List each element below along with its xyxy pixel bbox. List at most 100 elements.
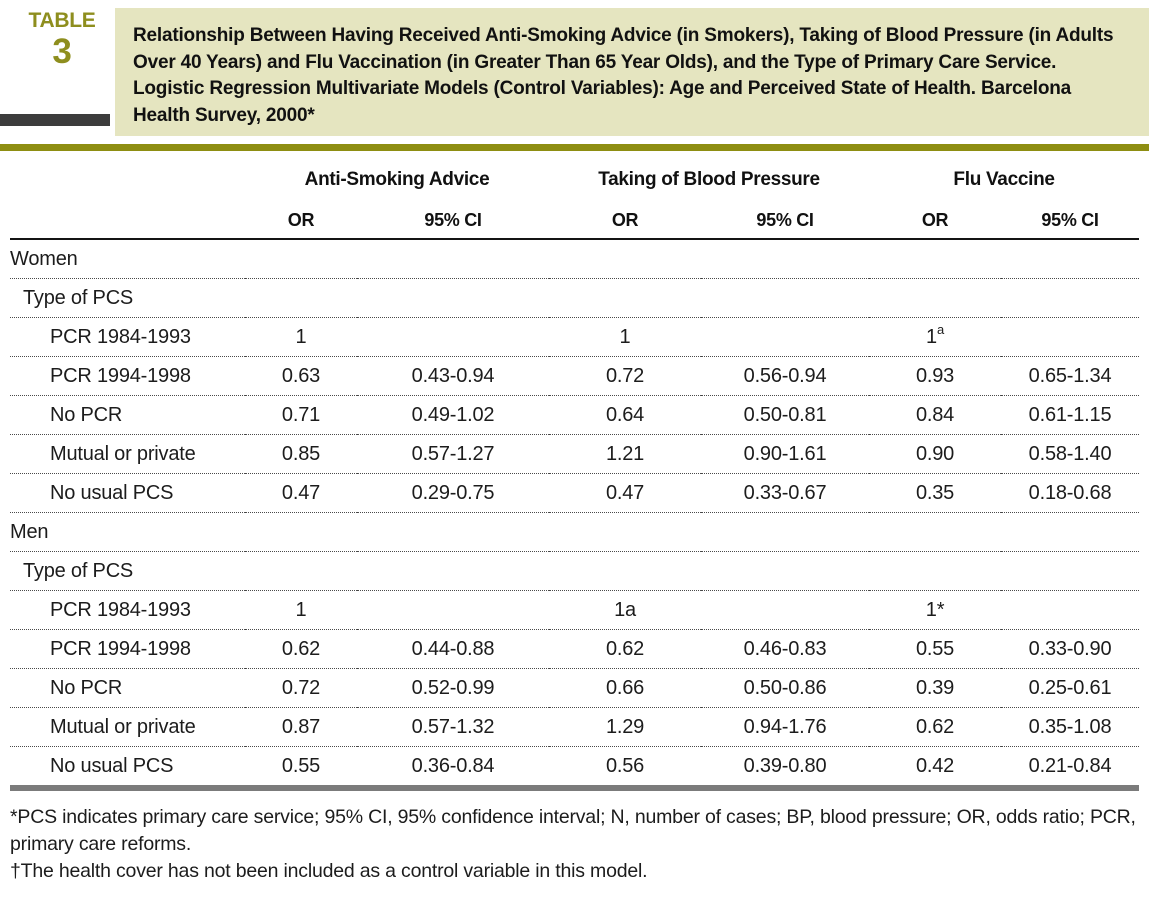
cell-value	[357, 239, 550, 279]
cell-value: 0.72	[245, 668, 357, 708]
cell-value: 0.94-1.76	[701, 707, 870, 747]
bottom-rule	[10, 785, 1139, 791]
cell-value	[245, 278, 357, 318]
cell-value	[1001, 278, 1140, 318]
cell-value: 0.35-1.08	[1001, 707, 1140, 747]
cell-value: 0.63	[245, 356, 357, 396]
cell-value: 0.62	[245, 629, 357, 669]
table-row: Men	[10, 512, 1140, 552]
column-subheader-row: OR 95% CI OR 95% CI OR 95% CI	[10, 202, 1140, 240]
cell-value: 0.61-1.15	[1001, 395, 1140, 435]
cell-value	[549, 278, 702, 318]
cell-value: 1*	[869, 590, 1002, 630]
cell-value: 0.90-1.61	[701, 434, 870, 474]
cell-value	[549, 512, 702, 552]
cell-value	[1001, 317, 1140, 357]
table-row: Type of PCS	[10, 551, 1140, 591]
cell-value	[869, 551, 1002, 591]
cell-value: 0.62	[549, 629, 702, 669]
cell-value: 0.52-0.99	[357, 668, 550, 708]
cell-value	[701, 317, 870, 357]
cell-value	[357, 512, 550, 552]
cell-value: 0.55	[869, 629, 1002, 669]
cell-value: 0.18-0.68	[1001, 473, 1140, 513]
cell-value: 1.29	[549, 707, 702, 747]
cell-value: 0.57-1.32	[357, 707, 550, 747]
cell-value: 0.90	[869, 434, 1002, 474]
gray-tab-bar	[0, 114, 110, 126]
cell-value	[1001, 239, 1140, 279]
cell-value: 1	[549, 317, 702, 357]
cell-value: 0.47	[245, 473, 357, 513]
cell-value	[245, 512, 357, 552]
table-row: PCR 1994-1998 0.63 0.43-0.94 0.72 0.56-0.94 0…	[10, 356, 1140, 396]
row-label: PCR 1984-1993	[10, 590, 245, 630]
cell-value: 0.55	[281, 754, 321, 777]
table-title: Relationship Between Having Received Ant…	[133, 25, 1114, 126]
row-label: Women	[10, 239, 245, 279]
cell-value: 0.56	[605, 754, 645, 777]
olive-rule	[0, 144, 1149, 151]
column-group-flu-vaccine: Flu Vaccine	[953, 169, 1055, 190]
cell-value: 0.25-0.61	[1001, 668, 1140, 708]
cell-value: 0.66	[549, 668, 702, 708]
cell-value: 0.44-0.88	[357, 629, 550, 669]
table-row: Women	[10, 239, 1140, 279]
table-row: Mutual or private 0.87 0.57-1.32 1.29 0.94-1…	[10, 707, 1140, 747]
cell-value: 0.50-0.81	[701, 395, 870, 435]
cell-value	[357, 317, 550, 357]
column-group-row: Anti-Smoking Advice Taking of Blood Pres…	[10, 158, 1139, 202]
cell-value: 0.50-0.86	[701, 668, 870, 708]
cell-value	[357, 551, 550, 591]
table-title-band: Relationship Between Having Received Ant…	[115, 8, 1149, 136]
cell-value	[549, 239, 702, 279]
row-label: Mutual or private	[10, 707, 245, 747]
row-label: PCR 1984-1993	[10, 317, 245, 357]
cell-value: 0.64	[549, 395, 702, 435]
cell-value: 0.47	[549, 473, 702, 513]
row-label: No usual PCS	[10, 473, 245, 513]
cell-value: 1.21	[549, 434, 702, 474]
table-row: PCR 1984-1993 1 1a 1*	[10, 590, 1140, 630]
cell-value: 1	[245, 590, 357, 630]
cell-value: 0.39	[869, 668, 1002, 708]
column-header-or: OR	[869, 202, 1002, 240]
cell-value	[701, 512, 870, 552]
column-header-ci: 95% CI	[357, 202, 550, 240]
cell-value: 0.29-0.75	[357, 473, 550, 513]
table-row: No usual PCS 0.55 0.36-0.84 0.56 0.39-0.80 0.…	[10, 747, 1139, 786]
row-label: Type of PCS	[10, 551, 245, 591]
cell-value	[549, 551, 702, 591]
cell-value: 0.46-0.83	[701, 629, 870, 669]
cell-value: 0.58-1.40	[1001, 434, 1140, 474]
table-row: No PCR 0.72 0.52-0.99 0.66 0.50-0.86 0.39 0.25…	[10, 668, 1140, 708]
cell-value: 1a	[869, 317, 1002, 357]
footnote-dagger: †The health cover has not been included …	[10, 860, 648, 882]
table-label-number: 3	[52, 32, 72, 71]
row-label: No usual PCS	[50, 754, 174, 777]
results-table: Anti-Smoking Advice Taking of Blood Pres…	[10, 158, 1140, 786]
table-label: TABLE 3	[26, 10, 98, 70]
cell-value: 0.33-0.90	[1001, 629, 1140, 669]
table-row: Mutual or private 0.85 0.57-1.27 1.21 0.90-1…	[10, 434, 1140, 474]
cell-value	[701, 278, 870, 318]
table-label-word: TABLE	[28, 9, 96, 32]
cell-value: 0.49-1.02	[357, 395, 550, 435]
row-label: PCR 1994-1998	[10, 629, 245, 669]
footnotes: *PCS indicates primary care service; 95%…	[10, 804, 1139, 885]
column-header-ci: 95% CI	[701, 202, 870, 240]
cell-value: 1	[245, 317, 357, 357]
row-label: No PCR	[10, 395, 245, 435]
cell-value: 0.72	[549, 356, 702, 396]
cell-value: 0.36-0.84	[411, 754, 495, 777]
cell-value: 0.21-0.84	[1028, 754, 1112, 777]
cell-value: 0.39-0.80	[743, 754, 827, 777]
cell-value	[869, 239, 1002, 279]
cell-value: 0.43-0.94	[357, 356, 550, 396]
column-header-ci: 95% CI	[1001, 202, 1140, 240]
table-row: No PCR 0.71 0.49-1.02 0.64 0.50-0.81 0.84 0.61…	[10, 395, 1140, 435]
column-header-or: OR	[549, 202, 702, 240]
cell-value	[1001, 590, 1140, 630]
table-row: Type of PCS	[10, 278, 1140, 318]
